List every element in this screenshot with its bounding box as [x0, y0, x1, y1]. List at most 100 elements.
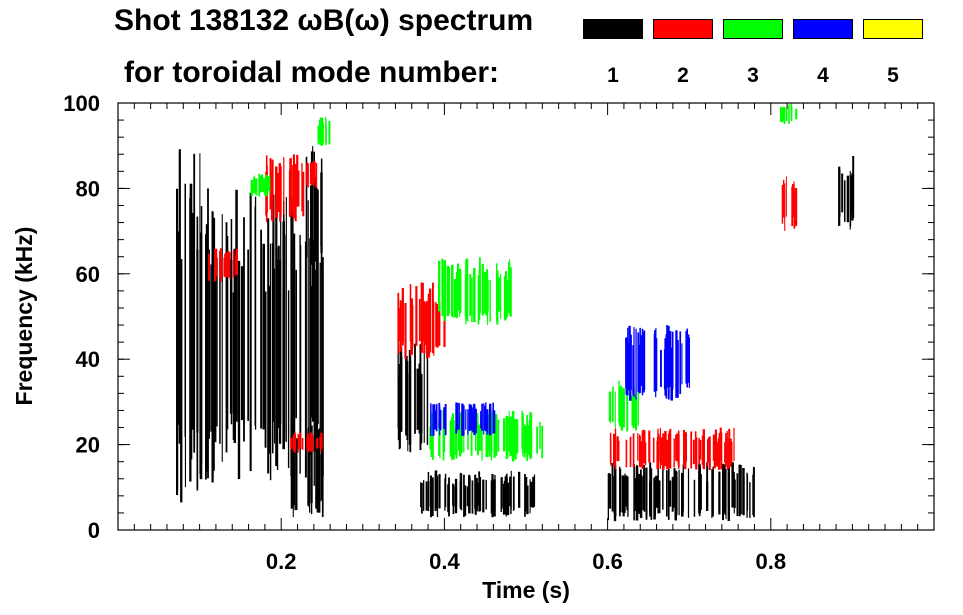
spectrum-streak [467, 409, 469, 435]
spectrum-streak [409, 360, 412, 453]
spectrum-streak [698, 438, 701, 465]
spectrum-streak [479, 264, 481, 314]
legend-swatch-mode-3 [723, 19, 783, 39]
spectrum-streak [783, 179, 785, 218]
spectrum-streak [485, 422, 488, 457]
spectrum-streak [669, 331, 672, 387]
spectrum-streak [690, 431, 693, 469]
spectrum-streak [503, 418, 506, 452]
spectrum-region-mode-4 [430, 402, 496, 436]
spectrum-streak [422, 282, 424, 342]
spectrum-streak [430, 403, 432, 436]
spectrum-streak [675, 435, 677, 461]
spectrum-streak [504, 271, 508, 320]
spectrum-streak [435, 404, 438, 432]
spectrum-streak [292, 451, 296, 506]
spectrum-region-mode-2 [305, 161, 318, 188]
spectrum-streak [634, 478, 637, 512]
spectrum-region-mode-4 [625, 325, 690, 401]
spectrum-streak [301, 163, 303, 212]
spectrum-streak [629, 436, 632, 467]
spectrum-streak [443, 407, 446, 429]
spectrum-region-mode-1 [420, 470, 536, 518]
spectrum-streak [304, 241, 307, 478]
spectrum-streak [264, 291, 267, 448]
spectrum-streak [481, 263, 484, 316]
spectrum-streak [463, 474, 465, 518]
spectrum-streak [626, 343, 629, 396]
spectrum-region-mode-2 [781, 176, 798, 231]
spectrum-streak [319, 436, 321, 448]
spectrum-streak [429, 426, 431, 450]
spectrum-streak [421, 483, 423, 514]
spectrum-streak [631, 395, 634, 426]
spectrum-streak [439, 405, 441, 436]
spectrum-streak [299, 234, 301, 474]
spectrum-streak [693, 479, 696, 517]
spectrum-streak [311, 240, 315, 422]
spectrum-streak [461, 403, 464, 436]
spectrum-streak [443, 301, 446, 347]
spectrum-streak [423, 338, 425, 443]
spectrum-streak [477, 422, 479, 456]
spectrum-streak [184, 218, 186, 488]
spectrum-streak [838, 166, 841, 226]
legend-label-mode-1: 1 [607, 64, 619, 87]
x-axis-label: Time (s) [482, 577, 570, 603]
spectrum-streak [531, 486, 534, 508]
spectrum-streak [407, 361, 409, 452]
spectrum-streak [208, 249, 210, 439]
legend-label-mode-4: 4 [817, 64, 829, 87]
spectrum-streak [196, 216, 199, 491]
spectrum-streak [318, 428, 321, 510]
spectrum-streak [401, 302, 404, 346]
spectrum-streak [784, 189, 786, 219]
legend-swatch-mode-1 [583, 19, 643, 39]
spectrum-streak [707, 439, 709, 467]
spectrum-streak [486, 409, 489, 435]
spectrum-streak [212, 217, 216, 413]
x-tick-label: 0.6 [592, 549, 623, 574]
spectrum-streak [267, 285, 271, 454]
spectrum-streak [455, 271, 458, 319]
spectrum-streak [429, 288, 432, 353]
legend-swatch-mode-4 [793, 19, 853, 39]
spectrum-streak [785, 176, 787, 217]
spectrum-streak [663, 349, 666, 390]
spectrum-streak [611, 463, 614, 512]
spectrum-streak [508, 262, 511, 314]
spectrum-streak [307, 426, 309, 507]
spectrum-streak [176, 188, 179, 496]
spectrum-streak [434, 473, 437, 511]
spectrum-streak [416, 368, 419, 430]
spectrum-streak [648, 430, 651, 463]
spectrum-streak [482, 479, 485, 513]
spectrum-streak [626, 479, 629, 511]
spectrum-streak [254, 206, 256, 426]
spectrum-streak [232, 250, 235, 278]
spectrum-streak [455, 416, 458, 459]
spectrum-streak [541, 425, 544, 459]
spectrum-streak [307, 163, 309, 188]
spectrum-streak [706, 481, 709, 511]
spectrum-streak [215, 248, 218, 276]
spectrum-streak [529, 479, 531, 514]
spectrum-streak [276, 259, 279, 470]
spectrum-streak [643, 467, 646, 512]
spectrum-streak [314, 161, 316, 188]
spectrum-streak [681, 343, 683, 385]
spectrum-streak [454, 486, 458, 507]
spectrum-streak [679, 331, 682, 395]
spectrum-streak [782, 108, 784, 123]
spectrum-streak [432, 419, 434, 460]
spectrum-streak [436, 304, 439, 348]
spectrum-streak [283, 157, 285, 215]
spectrum-streak [692, 439, 695, 465]
spectrum-streak [226, 236, 229, 430]
spectrum-streak [263, 178, 266, 196]
spectrum-streak [315, 242, 319, 475]
spectrum-streak [503, 480, 507, 515]
spectrum-streak [614, 391, 616, 428]
spectrum-streak [780, 106, 783, 122]
spectrum-streak [643, 330, 646, 390]
